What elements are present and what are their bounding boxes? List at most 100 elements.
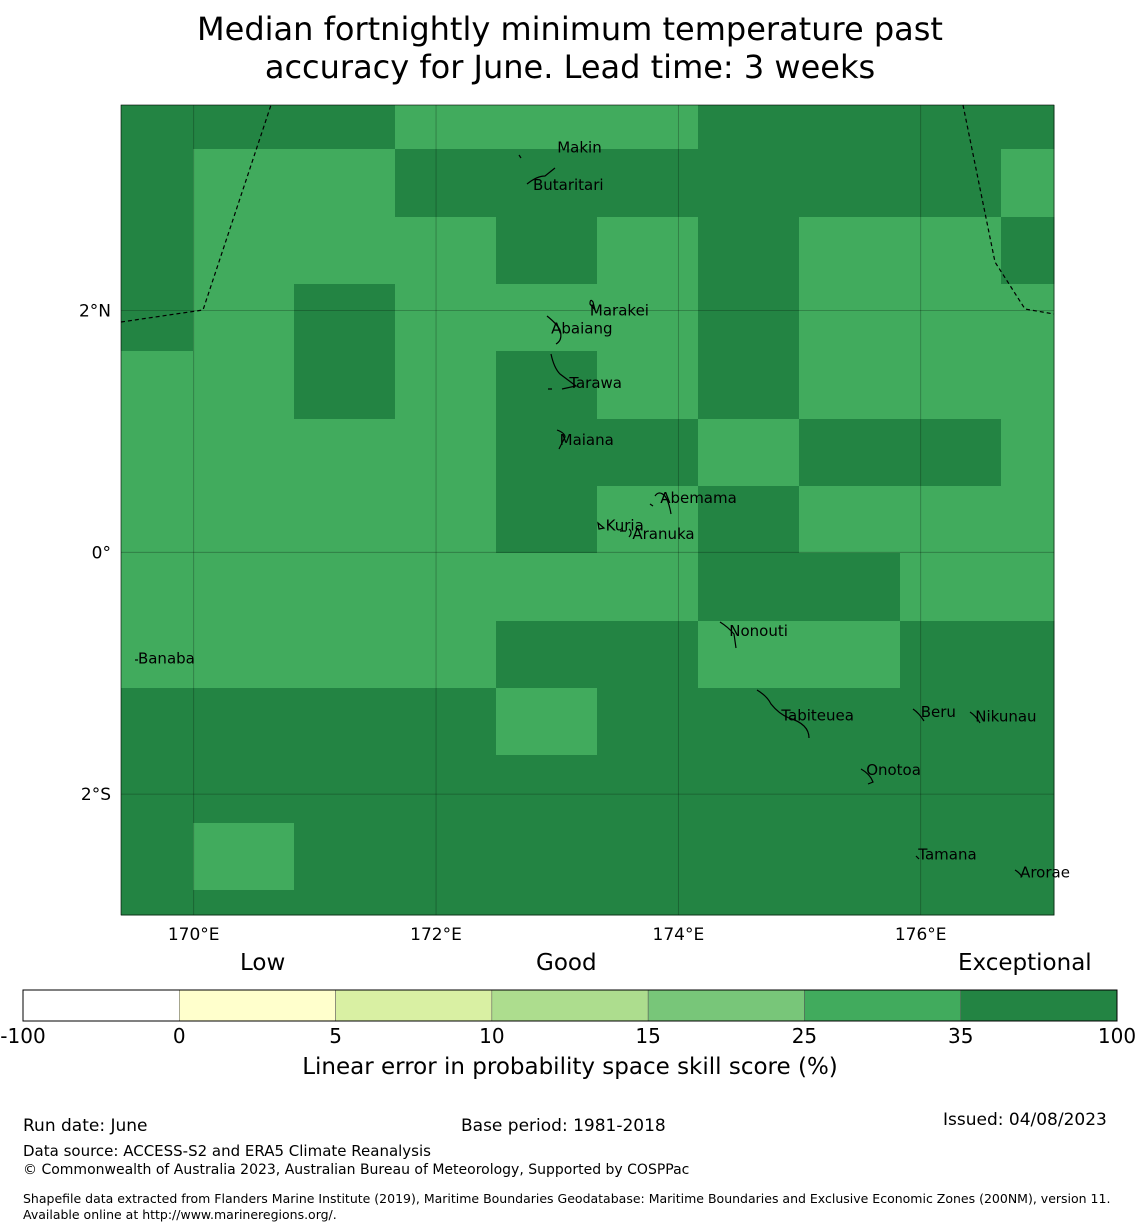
longitude-tick-label: 174°E xyxy=(653,925,705,945)
longitude-tick-label: 176°E xyxy=(895,925,947,945)
grid-cell xyxy=(698,688,800,756)
grid-cell xyxy=(193,755,295,824)
grid-cell xyxy=(1001,419,1055,487)
grid-cell xyxy=(193,553,295,622)
grid-cell xyxy=(597,105,699,150)
colorbar-tick-label: 15 xyxy=(635,1024,660,1048)
place-label-kuria: Kuria xyxy=(606,517,644,535)
island-butaritari-outline xyxy=(526,167,556,185)
grid-cell xyxy=(799,890,901,916)
colorbar-tick-label: -100 xyxy=(0,1024,45,1048)
latitude-tick-label: 2°N xyxy=(79,302,111,322)
eez-boundary-west xyxy=(120,104,272,323)
place-label-maiana: Maiana xyxy=(560,431,614,449)
place-label-tabiteuea: Tabiteuea xyxy=(780,707,854,725)
island-nikunau-outline xyxy=(969,711,981,724)
grid-cell xyxy=(698,890,800,916)
grid-cell xyxy=(799,105,901,150)
run-date: Run date: June xyxy=(23,1116,148,1136)
category-good: Good xyxy=(536,950,597,976)
shapefile-credit: Shapefile data extracted from Flanders M… xyxy=(23,1191,1111,1222)
place-label-abaiang: Abaiang xyxy=(551,320,612,338)
grid-cell xyxy=(1001,688,1055,756)
island-onotoa-outline xyxy=(860,768,874,785)
island-marakei-outline xyxy=(589,299,596,311)
grid-cell xyxy=(395,688,497,756)
grid-cell xyxy=(597,486,699,554)
island-tarawa-outline xyxy=(548,353,578,390)
grid-cell xyxy=(193,688,295,756)
data-source: Data source: ACCESS-S2 and ERA5 Climate … xyxy=(23,1142,431,1160)
colorbar-frame xyxy=(22,989,1118,1022)
title-line-1: Median fortnightly minimum temperature p… xyxy=(197,10,943,48)
grid-cell xyxy=(1001,755,1055,824)
grid-cell xyxy=(294,105,396,150)
latitude-ticks: 2°N 0° 2°S xyxy=(79,302,111,806)
grid-cell xyxy=(294,688,396,756)
island-kuria-outline xyxy=(597,521,606,530)
grid-cell xyxy=(395,351,497,420)
grid-cell xyxy=(395,284,497,352)
map-frame xyxy=(120,104,1055,916)
island-abaiang-outline xyxy=(546,315,562,345)
grid-cell xyxy=(395,486,497,554)
colorbar-bin xyxy=(960,989,1118,1022)
grid-cell xyxy=(698,351,800,420)
grid-cell xyxy=(193,890,295,916)
grid-cell xyxy=(900,284,1002,352)
grid-cell xyxy=(799,419,901,487)
grid-cell xyxy=(698,105,800,150)
grid-cell xyxy=(597,688,699,756)
grid-cell xyxy=(121,105,194,150)
title-line-2: accuracy for June. Lead time: 3 weeks xyxy=(264,48,876,86)
island-makin-outline xyxy=(518,154,522,159)
grid-cell xyxy=(294,621,396,689)
grid-cell xyxy=(1001,486,1055,554)
grid-cell xyxy=(597,284,699,352)
grid-cell xyxy=(799,217,901,285)
grid-cell xyxy=(900,553,1002,622)
grid-cell xyxy=(597,351,699,420)
copyright: © Commonwealth of Australia 2023, Austra… xyxy=(23,1162,690,1178)
grid-cell xyxy=(121,419,194,487)
grid-cell xyxy=(496,890,598,916)
grid-cell xyxy=(496,217,598,285)
base-period: Base period: 1981-2018 xyxy=(461,1116,666,1136)
grid-cell xyxy=(395,553,497,622)
grid-cell xyxy=(1001,149,1055,218)
colorbar-bin xyxy=(335,989,493,1022)
grid-cell xyxy=(294,284,396,352)
grid-cell xyxy=(799,486,901,554)
grid-cell xyxy=(799,621,901,689)
grid-cell xyxy=(294,823,396,891)
grid-cell xyxy=(496,823,598,891)
colorbar-tick-label: 100 xyxy=(1098,1024,1136,1048)
grid-cell xyxy=(698,284,800,352)
grid-cell xyxy=(496,755,598,824)
grid-cell xyxy=(496,149,598,218)
grid-cell xyxy=(799,553,901,622)
place-label-marakei: Marakei xyxy=(590,302,649,320)
island-aranuka-outline xyxy=(620,528,632,538)
grid-cell xyxy=(121,755,194,824)
longitude-ticks: 170°E 172°E 174°E 176°E xyxy=(168,925,947,945)
island-tamana-outline xyxy=(915,855,920,860)
grid-cell xyxy=(698,823,800,891)
grid-cell xyxy=(294,217,396,285)
grid-cell xyxy=(121,823,194,891)
island-maiana-outline xyxy=(556,429,566,450)
grid-cell xyxy=(496,621,598,689)
grid-cell xyxy=(294,553,396,622)
grid-cell xyxy=(294,486,396,554)
category-exceptional: Exceptional xyxy=(958,950,1092,976)
place-label-onotoa: Onotoa xyxy=(866,761,921,779)
place-label-beru: Beru xyxy=(921,703,956,721)
island-abemama-outline xyxy=(649,492,672,515)
colorbar-bin xyxy=(491,989,649,1022)
grid-cell xyxy=(1001,351,1055,420)
grid-cell xyxy=(698,217,800,285)
place-label-tamana: Tamana xyxy=(917,846,976,864)
grid-cell xyxy=(121,217,194,285)
